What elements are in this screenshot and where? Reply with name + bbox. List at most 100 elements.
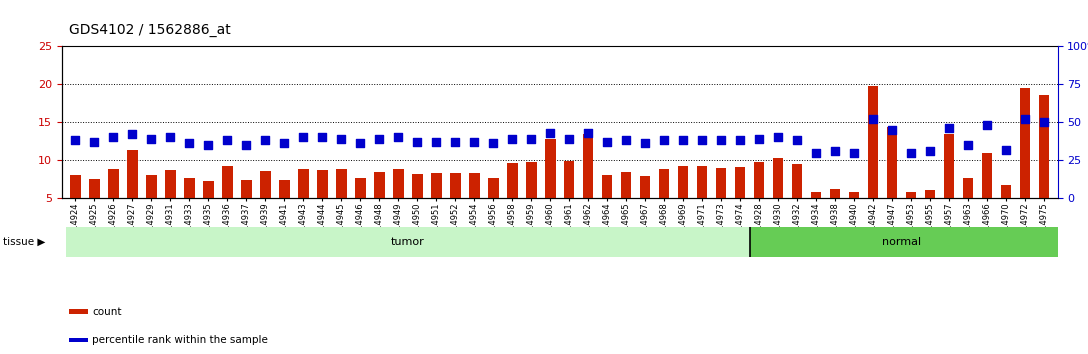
Point — [446, 139, 463, 145]
Bar — [697, 166, 707, 198]
Point — [86, 139, 103, 145]
Point — [295, 135, 312, 140]
Text: count: count — [92, 307, 122, 316]
Bar — [735, 167, 745, 198]
Text: GDS4102 / 1562886_at: GDS4102 / 1562886_at — [69, 23, 231, 37]
Bar — [545, 139, 556, 198]
Bar — [659, 169, 669, 198]
Point — [484, 141, 502, 146]
Point — [237, 142, 255, 148]
Point — [124, 131, 141, 137]
Bar — [242, 180, 251, 198]
Bar — [1021, 88, 1030, 198]
Bar — [678, 166, 689, 198]
Bar — [280, 180, 289, 198]
Point — [978, 122, 996, 128]
Bar — [906, 192, 916, 198]
Point — [351, 141, 369, 146]
Point — [922, 148, 939, 154]
Bar — [774, 158, 783, 198]
Bar — [469, 173, 480, 198]
Bar — [450, 173, 460, 198]
Bar — [849, 192, 860, 198]
Point — [504, 136, 521, 142]
Bar — [374, 172, 384, 198]
Bar — [108, 169, 119, 198]
Point — [275, 141, 293, 146]
Bar — [65, 227, 750, 257]
Point — [542, 130, 559, 136]
Point — [731, 138, 749, 143]
Bar — [127, 150, 137, 198]
Bar — [792, 164, 803, 198]
Bar — [868, 86, 878, 198]
Bar — [222, 166, 233, 198]
Bar — [336, 169, 346, 198]
Point — [313, 135, 331, 140]
Point — [104, 135, 122, 140]
Bar — [602, 175, 613, 198]
Point — [903, 150, 920, 155]
Bar — [925, 190, 936, 198]
Point — [199, 142, 217, 148]
Bar — [203, 181, 213, 198]
Point — [219, 138, 236, 143]
Point — [522, 136, 540, 142]
Bar — [393, 169, 404, 198]
Bar — [1001, 185, 1012, 198]
Bar — [184, 178, 195, 198]
Bar — [70, 176, 81, 198]
Point — [769, 135, 787, 140]
Text: percentile rank within the sample: percentile rank within the sample — [92, 335, 269, 345]
Point — [751, 136, 768, 142]
Point — [143, 136, 160, 142]
Point — [66, 138, 84, 143]
Bar — [564, 161, 574, 198]
Bar — [583, 133, 593, 198]
Point — [845, 150, 863, 155]
Point — [789, 138, 806, 143]
Text: tissue ▶: tissue ▶ — [3, 236, 46, 247]
Bar — [754, 162, 765, 198]
Bar — [89, 179, 99, 198]
Bar — [146, 175, 157, 198]
Bar — [489, 178, 498, 198]
Bar — [963, 178, 974, 198]
Bar — [431, 173, 442, 198]
Point — [960, 142, 977, 148]
Bar — [621, 172, 631, 198]
Bar — [507, 163, 518, 198]
Point — [998, 147, 1015, 152]
Point — [162, 135, 180, 140]
Point — [428, 139, 445, 145]
Bar — [298, 169, 309, 198]
Point — [181, 141, 198, 146]
Point — [713, 138, 730, 143]
Point — [371, 136, 388, 142]
Bar — [982, 153, 992, 198]
Bar — [260, 171, 271, 198]
Bar — [317, 170, 327, 198]
Text: tumor: tumor — [391, 236, 424, 247]
Point — [940, 125, 957, 131]
Bar — [811, 192, 821, 198]
Point — [598, 139, 616, 145]
Bar — [165, 170, 175, 198]
Point — [656, 138, 673, 143]
Point — [390, 135, 407, 140]
Bar — [716, 168, 727, 198]
Point — [807, 150, 825, 155]
Point — [883, 127, 901, 132]
Point — [257, 138, 274, 143]
Point — [675, 138, 692, 143]
Bar — [1039, 96, 1050, 198]
Bar — [944, 133, 954, 198]
Bar — [355, 178, 366, 198]
Point — [693, 138, 710, 143]
Bar — [887, 127, 898, 198]
Text: normal: normal — [882, 236, 922, 247]
Point — [333, 136, 350, 142]
Point — [636, 141, 654, 146]
Bar — [640, 176, 651, 198]
Point — [580, 130, 597, 136]
